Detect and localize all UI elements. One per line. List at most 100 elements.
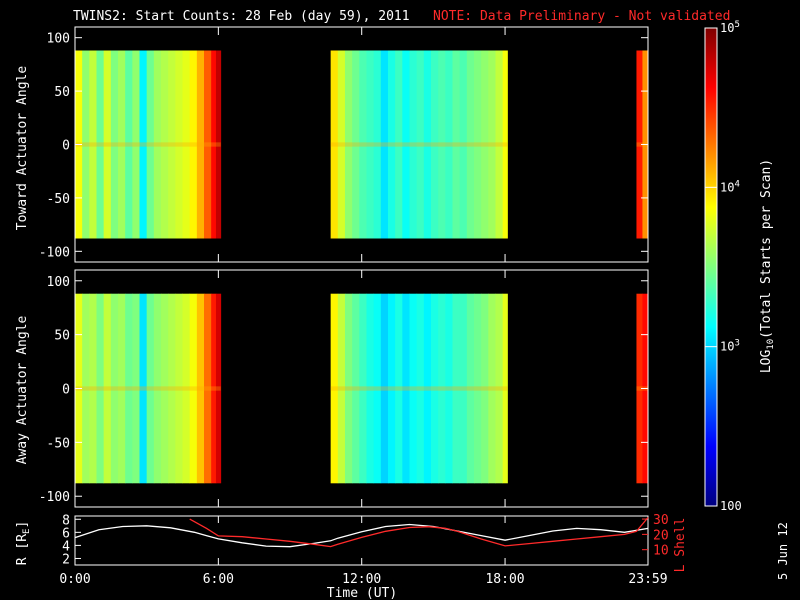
heatmap-column [474,293,482,484]
heatmap-column [430,293,439,484]
y-tick-label: 0 [62,383,70,398]
y-tick-label: -50 [47,436,70,451]
heatmap-column [132,293,140,484]
x-tick-label: 23:59 [628,572,667,587]
y-tick-label: 50 [54,329,70,344]
colorbar-tick-exp: 3 [734,339,739,349]
heatmap-column [636,293,643,484]
middle-panel-ylabel: Away Actuator Angle [15,315,30,464]
preliminary-note: NOTE: Data Preliminary - Not validated [433,9,730,24]
heatmap-column [366,293,375,484]
heatmap-column [161,293,169,484]
heatmap-column [495,293,504,484]
heatmap-column [387,50,396,239]
heatmap-column [445,293,453,484]
heatmap-column [445,50,453,239]
heatmap-column [481,50,489,239]
colorbar-tick-base: 10 [720,340,734,354]
heatmap-column [89,293,97,484]
heatmap-column [182,293,191,484]
radius-line [74,523,649,548]
heatmap-column [423,293,432,484]
heatmap-column [82,293,90,484]
heatmap-column [96,50,105,239]
heatmap-column [132,50,140,239]
heatmap-column [139,50,148,239]
heatmap-column [175,50,183,239]
colorbar-tick-base: 10 [720,21,734,35]
y-tick-label: 2 [62,552,70,567]
heatmap-column [366,50,375,239]
heatmap-column [466,50,475,239]
heatmap-column [175,293,183,484]
y-tick-label: -50 [47,192,70,207]
colorbar-tick-label: 105 [720,20,740,35]
bottom-panel-y2label: L Shell [673,518,688,573]
heatmap-column [103,50,112,239]
x-axis-title: Time (UT) [327,586,397,600]
colorbar-tick-label: 100 [720,499,742,513]
heatmap-column [330,293,339,484]
colorbar-label-suffix: (Total Starts per Scan) [759,159,774,339]
heatmap-column [204,293,212,484]
y-tick-label: 100 [47,32,70,47]
colorbar-tick-exp: 5 [734,20,739,30]
heatmap-column [82,50,90,239]
heatmap-column [211,293,217,484]
x-tick-label: 18:00 [485,572,524,587]
y2-tick-label: 20 [653,528,669,543]
x-tick-label: 6:00 [203,572,234,587]
heatmap-column [146,50,155,239]
y-tick-label: -100 [39,490,70,505]
heatmap-column [196,50,205,239]
colorbar-tick-label: 104 [720,179,740,194]
zero-angle-stripe [330,142,508,147]
heatmap-column [466,293,475,484]
heatmap-column [96,293,105,484]
heatmap-column [215,50,222,239]
heatmap-column [409,50,418,239]
heatmap-column [352,293,360,484]
heatmap-column [89,50,97,239]
heatmap-column [196,293,205,484]
x-tick-label: 12:00 [342,572,381,587]
heatmap-column [409,293,418,484]
ylabel-r: R [R [15,534,30,565]
heatmap-column [416,293,425,484]
heatmap-column [103,293,112,484]
heatmap-column [168,50,176,239]
heatmap-column [359,50,367,239]
heatmap-column [337,293,346,484]
ylabel-r-sub: E [22,529,32,534]
heatmap-column [110,293,119,484]
heatmap-column [153,50,162,239]
colorbar-label: LOG10(Total Starts per Scan) [759,159,776,373]
zero-angle-stripe [75,142,221,147]
zero-angle-stripe [75,386,221,391]
heatmap-column [189,293,198,484]
heatmap-column [373,50,382,239]
heatmap-column [452,293,461,484]
heatmap-column [125,293,133,484]
colorbar-tick-base: 10 [720,180,734,194]
heatmap-column [395,50,403,239]
figure-title: TWINS2: Start Counts: 28 Feb (day 59), 2… [73,9,410,24]
heatmap-column [330,50,339,239]
heatmap-column [481,293,489,484]
heatmap-column [182,50,191,239]
heatmap-column [488,50,496,239]
ylabel-r-end: ] [15,521,30,529]
colorbar-tick-label: 103 [720,339,740,354]
heatmap-column [337,50,346,239]
heatmap-column [438,50,446,239]
heatmap-column [110,50,119,239]
heatmap-column [211,50,217,239]
heatmap-column [380,50,389,239]
heatmap-column [344,293,353,484]
heatmap-column [459,50,468,239]
heatmap-column [189,50,198,239]
top-panel-ylabel: Toward Actuator Angle [15,66,30,231]
heatmap-column [153,293,162,484]
